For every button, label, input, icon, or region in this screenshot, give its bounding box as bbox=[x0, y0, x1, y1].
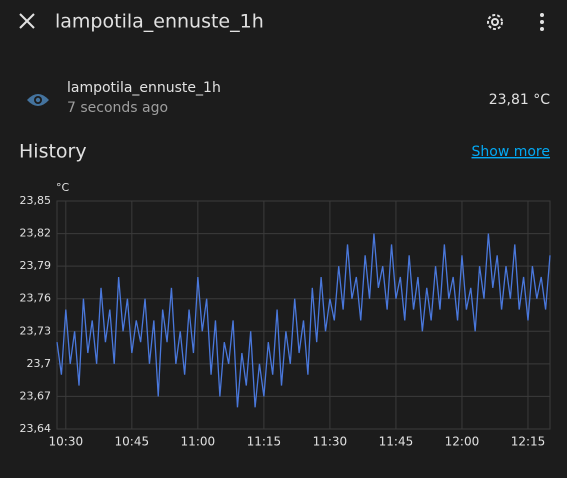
entity-name: lampotila_ennuste_1h bbox=[67, 80, 221, 96]
menu-button[interactable] bbox=[540, 13, 544, 31]
x-tick-label: 11:15 bbox=[247, 435, 282, 449]
y-tick-label: 23,82 bbox=[20, 227, 52, 240]
unit-label: °C bbox=[56, 181, 70, 194]
x-tick-label: 10:30 bbox=[49, 435, 84, 449]
settings-button[interactable] bbox=[487, 14, 503, 30]
entity-state: 23,81 °C bbox=[489, 92, 551, 108]
last-updated: 7 seconds ago bbox=[67, 100, 168, 116]
x-tick-label: 11:00 bbox=[181, 435, 216, 449]
x-tick-label: 11:45 bbox=[379, 435, 414, 449]
y-tick-label: 23,73 bbox=[20, 324, 52, 337]
show-more-link[interactable]: Show more bbox=[472, 144, 551, 160]
dialog-title: lampotila_ennuste_1h bbox=[55, 11, 264, 33]
y-tick-label: 23,64 bbox=[20, 422, 52, 435]
x-tick-label: 12:15 bbox=[511, 435, 546, 449]
y-tick-label: 23,67 bbox=[20, 389, 52, 402]
history-line bbox=[56, 233, 551, 408]
history-title: History bbox=[19, 141, 87, 163]
close-button[interactable] bbox=[19, 13, 35, 29]
x-tick-label: 10:45 bbox=[115, 435, 150, 449]
y-tick-label: 23,7 bbox=[27, 357, 52, 370]
history-chart: 23,64 23,67 23,7 23,73 23,76 23,79 23,82 23,85 1… bbox=[20, 194, 551, 449]
y-tick-label: 23,76 bbox=[20, 292, 52, 305]
x-tick-label: 12:00 bbox=[445, 435, 480, 449]
plot-border bbox=[56, 200, 551, 430]
y-tick-label: 23,85 bbox=[20, 194, 52, 207]
x-tick-label: 11:30 bbox=[313, 435, 348, 449]
eye-icon bbox=[27, 94, 49, 106]
y-tick-label: 23,79 bbox=[20, 259, 52, 272]
